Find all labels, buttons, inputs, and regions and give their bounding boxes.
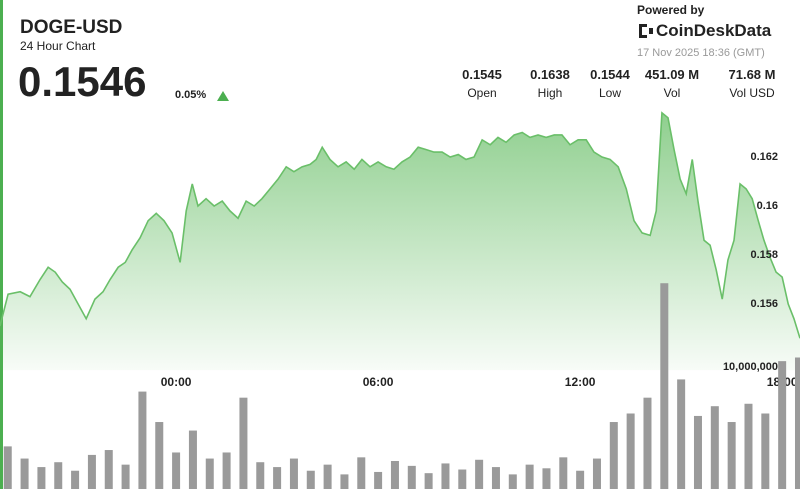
volume-bar xyxy=(374,471,383,489)
volume-bar xyxy=(458,469,467,489)
area-fill xyxy=(0,112,800,371)
volume-bar xyxy=(475,459,484,489)
volume-bar xyxy=(508,474,517,489)
volume-bar xyxy=(677,379,686,489)
volume-bar xyxy=(273,467,282,489)
volume-bar xyxy=(289,458,298,489)
y-tick-label: 0.162 xyxy=(750,151,778,163)
volume-bar xyxy=(121,464,130,489)
change: 0.05% xyxy=(175,89,207,101)
y-tick-label: 0.16 xyxy=(757,200,778,212)
stat-value: 0.1545 xyxy=(462,67,502,82)
volume-bar xyxy=(744,403,753,489)
volume-bar xyxy=(205,458,214,489)
volume-bar xyxy=(778,361,787,489)
stat-label: Open xyxy=(467,86,497,100)
volume-bar xyxy=(3,446,12,489)
price: 0.1546 xyxy=(18,58,147,105)
volume-bar xyxy=(390,460,399,489)
volume-bar xyxy=(609,422,618,489)
up-arrow xyxy=(217,91,229,101)
volume-bar xyxy=(357,457,366,489)
price-line xyxy=(0,111,800,339)
volume-bar xyxy=(306,470,315,489)
volume-bar xyxy=(256,462,265,489)
volume-bar xyxy=(37,467,46,489)
volume-bar xyxy=(407,465,416,489)
volume-bar xyxy=(710,406,719,489)
volume-bar xyxy=(20,458,29,489)
volume-bar xyxy=(693,415,702,489)
volume-bar xyxy=(340,474,349,489)
stat-value: 71.68 M xyxy=(728,67,776,82)
brand: CoinDeskData xyxy=(656,21,772,40)
volume-bar xyxy=(441,463,450,489)
volume-bar xyxy=(104,450,113,489)
timestamp: 17 Nov 2025 18:36 (GMT) xyxy=(637,47,765,59)
stat-value: 451.09 M xyxy=(644,67,700,82)
volume-bar xyxy=(323,464,332,489)
powered-by: Powered by xyxy=(637,3,705,17)
y-tick-label: 0.156 xyxy=(750,298,778,310)
x-tick-label: 00:00 xyxy=(161,375,192,389)
stat-label: Low xyxy=(598,86,621,100)
volume-bar xyxy=(576,470,585,489)
volume-bar xyxy=(188,430,197,489)
volume-bar xyxy=(87,454,96,489)
volume-bar xyxy=(155,422,164,489)
volume-bar xyxy=(239,397,248,489)
volume-bar xyxy=(727,422,736,489)
edge xyxy=(0,0,3,489)
volume-bar xyxy=(172,452,181,489)
subtitle: 24 Hour Chart xyxy=(20,39,96,53)
volume-bar xyxy=(222,452,231,489)
y-tick-label: 0.158 xyxy=(750,249,778,261)
volume-bar xyxy=(626,413,635,489)
symbol: DOGE-USD xyxy=(20,17,123,38)
volume-bar xyxy=(643,397,652,489)
volume-bar xyxy=(660,283,669,489)
stat-value: 0.1544 xyxy=(590,67,630,82)
volume-bar xyxy=(761,413,770,489)
volume-bar xyxy=(542,468,551,489)
stat-label: Vol xyxy=(663,86,681,100)
stat-label: High xyxy=(537,86,563,100)
volume-bar xyxy=(424,473,433,489)
volume-bar xyxy=(71,470,80,489)
y-tick-label: 10,000,000 xyxy=(723,361,778,373)
volume-bar xyxy=(491,467,500,489)
logo xyxy=(639,24,653,38)
x-tick-label: 12:00 xyxy=(565,375,596,389)
volume-bar xyxy=(559,457,568,489)
stat-label: Vol USD xyxy=(729,86,775,100)
volume-bar xyxy=(138,391,147,489)
volume-bar xyxy=(592,458,601,489)
volume-bar xyxy=(525,464,534,489)
volume-bar xyxy=(794,357,800,489)
x-tick-label: 06:00 xyxy=(363,375,394,389)
volume-bar xyxy=(54,462,63,489)
stat-value: 0.1638 xyxy=(530,67,570,82)
